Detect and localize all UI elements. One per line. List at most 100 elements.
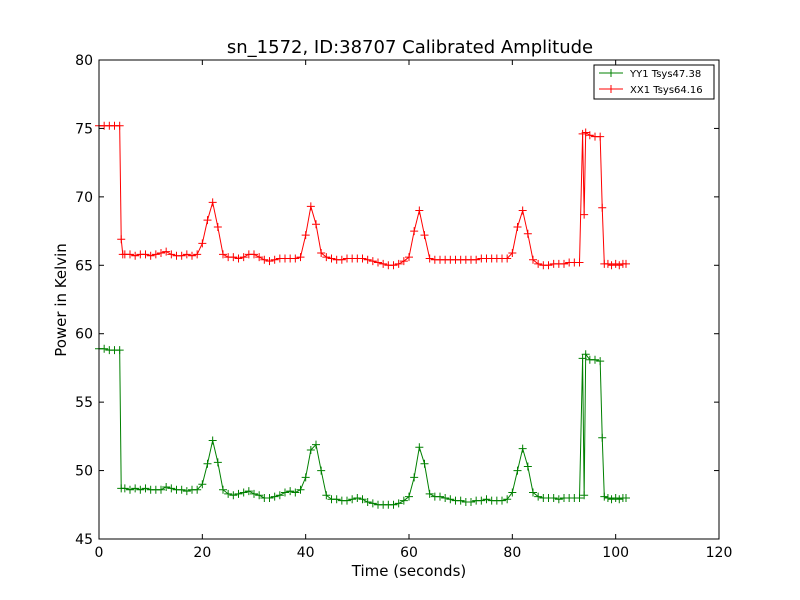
- data-point-marker: [265, 493, 274, 502]
- data-point-marker: [224, 489, 233, 498]
- data-point-marker: [141, 250, 150, 259]
- data-point-marker: [405, 253, 413, 262]
- data-point-marker: [348, 495, 357, 504]
- data-point-marker: [229, 491, 238, 500]
- data-point-marker: [255, 253, 264, 262]
- data-point-marker: [415, 443, 424, 452]
- y-tick-label: 70: [75, 190, 93, 206]
- data-point-marker: [622, 259, 630, 268]
- data-point-marker: [585, 131, 594, 140]
- data-point-marker: [529, 488, 537, 497]
- data-point-marker: [322, 253, 331, 262]
- data-point-marker: [596, 357, 605, 366]
- data-point-marker: [157, 485, 165, 494]
- data-point-marker: [508, 488, 517, 497]
- data-point-marker: [198, 480, 207, 489]
- data-point-marker: [389, 500, 398, 509]
- legend-box: [593, 64, 715, 100]
- data-point-marker: [270, 492, 279, 501]
- data-point-marker: [607, 495, 616, 504]
- data-point-marker: [100, 344, 109, 353]
- data-point-marker: [188, 251, 196, 260]
- data-point-marker: [441, 493, 450, 502]
- data-point-marker: [255, 491, 264, 500]
- data-point-marker: [425, 489, 434, 498]
- data-point-marker: [611, 259, 620, 268]
- data-point-marker: [141, 484, 150, 493]
- series-layer: [95, 121, 630, 509]
- data-point-marker: [213, 222, 222, 231]
- data-point-marker: [120, 484, 129, 493]
- data-point-marker: [234, 489, 243, 498]
- x-tick-label: 40: [297, 545, 315, 561]
- data-point-marker: [394, 259, 403, 268]
- data-point-marker: [467, 498, 475, 507]
- ticks-layer: 0 20 40 60 80 100 120 45 50 55 60 65 70 75 80: [75, 53, 732, 561]
- data-point-marker: [410, 473, 419, 482]
- data-point-marker: [126, 250, 134, 259]
- data-point-marker: [203, 216, 212, 225]
- data-point-marker: [607, 261, 616, 270]
- y-tick-label: 45: [75, 532, 93, 548]
- data-point-marker: [312, 220, 320, 229]
- data-point-marker: [611, 493, 620, 502]
- data-point-marker: [379, 259, 388, 268]
- data-point-marker: [580, 210, 589, 219]
- data-point-marker: [291, 488, 300, 497]
- data-point-marker: [415, 206, 424, 215]
- data-point-marker: [575, 258, 584, 267]
- data-point-marker: [518, 206, 527, 215]
- data-point-marker: [115, 121, 124, 130]
- data-point-marker: [363, 498, 372, 507]
- data-point-marker: [270, 255, 279, 264]
- y-axis-title: Power in Kelvin: [52, 243, 70, 357]
- data-point-marker: [131, 484, 140, 493]
- data-point-marker: [591, 355, 599, 364]
- data-point-marker: [518, 444, 527, 453]
- data-point-marker: [523, 229, 532, 238]
- x-tick-label: 80: [503, 545, 521, 561]
- data-point-marker: [117, 235, 126, 244]
- data-point-marker: [301, 231, 310, 240]
- data-point-marker: [167, 484, 176, 493]
- data-point-marker: [600, 492, 609, 501]
- data-point-marker: [410, 227, 419, 236]
- data-point-marker: [239, 488, 248, 497]
- data-point-marker: [534, 492, 543, 501]
- legend-xx1-marker: [607, 85, 615, 93]
- data-point-marker: [580, 491, 589, 500]
- data-point-marker: [296, 485, 305, 494]
- data-point-marker: [503, 254, 512, 263]
- data-point-marker: [296, 253, 305, 262]
- data-point-marker: [157, 248, 165, 257]
- data-point-marker: [260, 255, 269, 264]
- data-point-marker: [425, 254, 434, 263]
- data-point-marker: [136, 485, 145, 494]
- data-point-marker: [482, 495, 491, 504]
- data-point-marker: [560, 259, 568, 268]
- data-point-marker: [534, 259, 543, 268]
- data-point-marker: [578, 354, 587, 363]
- data-point-marker: [603, 259, 612, 268]
- data-point-marker: [420, 231, 429, 240]
- data-point-marker: [219, 250, 227, 259]
- data-point-marker: [405, 492, 413, 501]
- data-point-marker: [286, 487, 295, 496]
- y-tick-label: 80: [75, 53, 93, 69]
- data-point-marker: [554, 495, 563, 504]
- x-tick-label: 20: [193, 545, 211, 561]
- data-point-marker: [596, 132, 605, 141]
- data-point-marker: [513, 222, 522, 231]
- data-point-marker: [523, 462, 532, 471]
- data-point-marker: [337, 255, 346, 264]
- data-point-marker: [193, 250, 202, 259]
- data-point-marker: [265, 257, 274, 266]
- data-point-marker: [219, 485, 227, 494]
- data-point-marker: [250, 250, 258, 259]
- data-point-marker: [126, 485, 134, 494]
- data-point-marker: [603, 493, 612, 502]
- data-point-marker: [581, 350, 590, 359]
- x-tick-label: 0: [95, 545, 104, 561]
